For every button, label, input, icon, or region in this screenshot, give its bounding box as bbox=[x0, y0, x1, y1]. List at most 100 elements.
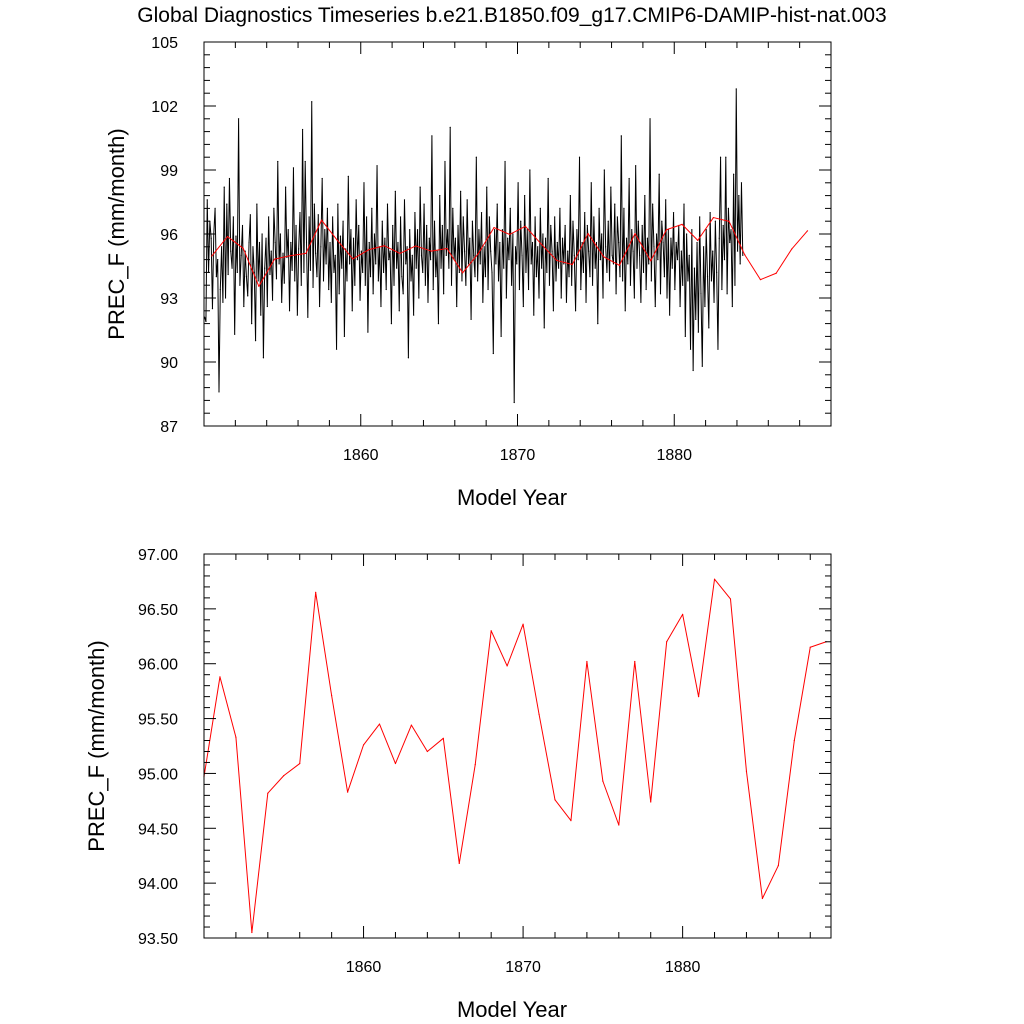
bottom-series-annual-point bbox=[362, 744, 365, 746]
top-series-monthly-point bbox=[268, 216, 270, 218]
top-series-monthly-point bbox=[403, 199, 406, 201]
top-series-monthly-point bbox=[299, 212, 301, 214]
top-series-monthly-point bbox=[264, 267, 266, 269]
top-series-monthly-point bbox=[241, 224, 244, 227]
top-series-monthly-point bbox=[723, 259, 726, 261]
top-series-monthly-point bbox=[303, 271, 305, 273]
top-panel-tick-labels: 1860 1870 1880 87 90 93 96 99 102 105 bbox=[151, 35, 692, 464]
top-series-monthly-point bbox=[440, 267, 442, 269]
top-series-monthly-point bbox=[650, 280, 652, 282]
top-series-monthly-point bbox=[266, 305, 268, 308]
top-series-monthly-point bbox=[693, 267, 696, 269]
bottom-series-annual-point bbox=[793, 739, 795, 742]
top-series-monthly-point bbox=[658, 173, 660, 175]
top-series-monthly-point bbox=[739, 263, 741, 265]
top-series-monthly-point bbox=[663, 276, 666, 278]
top-series-monthly-point bbox=[635, 165, 637, 167]
top-series-monthly-point bbox=[278, 263, 280, 265]
top-series-monthly-point bbox=[695, 318, 697, 320]
top-series-monthly-point bbox=[301, 128, 304, 131]
top-series-monthly-point bbox=[294, 280, 296, 282]
bottom-series-annual-point bbox=[682, 613, 684, 615]
top-series-monthly-point bbox=[622, 280, 624, 282]
bottom-series-annual-point bbox=[570, 820, 572, 822]
top-series-monthly-point bbox=[510, 284, 513, 286]
top-series-monthly-point bbox=[512, 233, 514, 235]
bottom-series-annual-point bbox=[554, 799, 556, 801]
top-series-monthly-point bbox=[223, 186, 225, 188]
top-series-monthly-point bbox=[420, 254, 423, 256]
top-series-monthly-point bbox=[462, 216, 464, 218]
top-series-monthly-point bbox=[475, 156, 477, 158]
top-series-monthly-point bbox=[315, 252, 317, 254]
top-series-monthly-point bbox=[328, 288, 330, 291]
bottom-series-annual-point bbox=[426, 750, 428, 753]
top-series-monthly-point bbox=[529, 169, 531, 171]
top-series-monthly-point bbox=[582, 271, 585, 273]
top-series-annual-point bbox=[587, 232, 589, 235]
top-series-monthly-point bbox=[405, 263, 407, 265]
top-series-monthly-point bbox=[494, 229, 496, 231]
top-series-monthly-point bbox=[219, 288, 221, 291]
top-series-monthly-point bbox=[531, 241, 534, 244]
top-series-annual-point bbox=[603, 256, 605, 258]
top-series-monthly-point bbox=[369, 276, 372, 278]
top-series-monthly-point bbox=[714, 220, 716, 222]
bottom-series-annual-point bbox=[713, 578, 716, 580]
bottom-series-annual-point bbox=[761, 897, 764, 900]
top-series-monthly-point bbox=[674, 288, 676, 291]
top-series-monthly-point bbox=[505, 297, 507, 299]
top-series-monthly-point bbox=[423, 203, 425, 205]
top-series-monthly-point bbox=[608, 280, 611, 282]
top-series-monthly-point bbox=[525, 271, 527, 273]
top-series-monthly-point bbox=[354, 284, 356, 286]
top-series-monthly-point bbox=[335, 348, 338, 350]
top-series-monthly-point bbox=[558, 267, 560, 269]
top-series-monthly-point bbox=[482, 301, 484, 303]
top-series-monthly-point bbox=[444, 160, 446, 163]
top-series-monthly-point bbox=[504, 160, 506, 163]
top-series-annual-point bbox=[383, 245, 385, 247]
top-series-monthly-point bbox=[607, 220, 609, 222]
top-series-monthly-point bbox=[309, 269, 312, 271]
top-series-monthly-point bbox=[717, 348, 719, 350]
top-series-monthly-point bbox=[559, 207, 561, 209]
top-series-monthly-point bbox=[627, 263, 629, 265]
top-series-monthly-point bbox=[537, 246, 539, 248]
top-series-monthly-point bbox=[358, 224, 360, 227]
top-series-monthly-point bbox=[260, 314, 262, 316]
top-series-monthly-point bbox=[217, 259, 219, 261]
top-series-monthly-point bbox=[325, 263, 327, 265]
top-series-monthly-point bbox=[586, 224, 588, 227]
top-series-monthly-point bbox=[312, 286, 314, 288]
top-series-monthly-point bbox=[215, 276, 217, 278]
top-series-monthly-point bbox=[424, 284, 426, 286]
top-series-monthly-point bbox=[683, 203, 685, 205]
top-series-monthly-point bbox=[330, 301, 332, 303]
top-series-monthly-point bbox=[406, 246, 408, 248]
top-series-monthly-point bbox=[601, 233, 603, 235]
top-series-monthly-point bbox=[484, 276, 487, 278]
top-series-monthly-point bbox=[463, 250, 466, 252]
top-series-monthly-point bbox=[418, 297, 420, 299]
bottom-panel-ticks bbox=[203, 553, 831, 939]
bottom-panel-tick-labels: 1860 1870 1880 93.50 94.00 94.50 95.00 95.50 96.… bbox=[138, 547, 701, 976]
top-series-monthly-point bbox=[606, 271, 608, 273]
top-series-monthly-point bbox=[224, 297, 227, 299]
bottom-series-annual-point bbox=[809, 646, 811, 648]
top-series-monthly-point bbox=[708, 327, 710, 329]
top-series-monthly-point bbox=[734, 284, 736, 286]
top-series-monthly-point bbox=[513, 401, 515, 404]
top-series-monthly-point bbox=[705, 229, 707, 231]
top-series-monthly-point bbox=[376, 165, 378, 167]
top-series-monthly-point bbox=[729, 241, 731, 244]
top-series-monthly-point bbox=[364, 284, 366, 286]
top-series-monthly-point bbox=[232, 216, 234, 218]
top-series-monthly-point bbox=[616, 216, 618, 218]
top-series-monthly-point bbox=[589, 276, 591, 278]
top-series-monthly-point bbox=[569, 195, 571, 197]
top-series-monthly-point bbox=[256, 203, 258, 205]
top-series-monthly-point bbox=[687, 280, 689, 282]
top-series-monthly-point bbox=[337, 203, 339, 205]
top-series-monthly-point bbox=[697, 331, 699, 333]
